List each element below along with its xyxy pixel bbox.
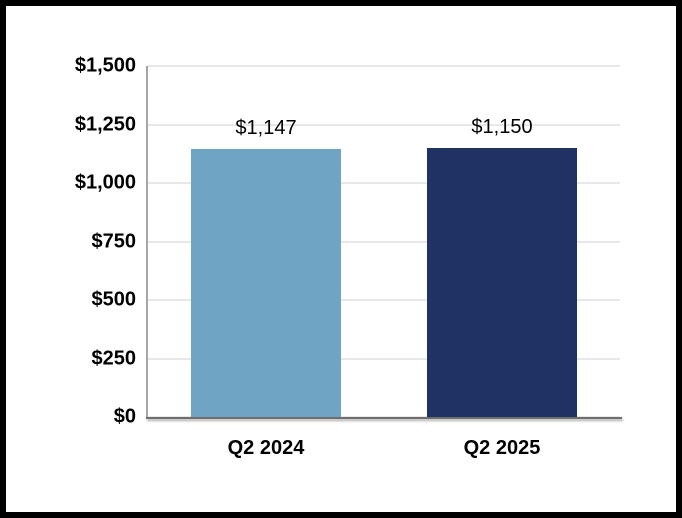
- bar-q2-2024: [191, 148, 341, 417]
- x-tick-label: Q2 2024: [227, 437, 305, 459]
- gridline: [148, 299, 620, 301]
- y-tick-label: $1,250: [74, 113, 136, 135]
- x-axis-labels: Q2 2024 Q2 2025: [6, 6, 676, 512]
- gridline: [148, 240, 620, 243]
- bar-chart: $1,147 $1,150 $1,500 $1,250 $1,000 $750 $500 $…: [6, 6, 676, 512]
- gridline: [148, 182, 620, 184]
- gridline: [148, 65, 620, 67]
- y-tick-label: $1,000: [74, 171, 136, 194]
- y-tick-label: $750: [91, 230, 137, 252]
- y-tick-label: $1,500: [74, 54, 136, 77]
- gridline: [148, 123, 620, 126]
- bar-q2-2025: [427, 147, 577, 417]
- y-axis-labels: $1,500 $1,250 $1,000 $750 $500 $250 $0: [6, 6, 676, 512]
- y-tick-label: $500: [91, 288, 137, 311]
- bar-value-label: $1,147: [235, 116, 297, 139]
- x-axis-line: [146, 417, 622, 419]
- y-tick-label: $250: [91, 347, 137, 369]
- plot-area: $1,147 $1,150: [146, 65, 622, 419]
- x-tick-label: Q2 2025: [463, 437, 541, 459]
- bar-value-label: $1,150: [471, 115, 533, 138]
- y-tick-label: $0: [113, 405, 136, 428]
- gridline: [148, 357, 620, 360]
- y-axis-line: [146, 66, 148, 417]
